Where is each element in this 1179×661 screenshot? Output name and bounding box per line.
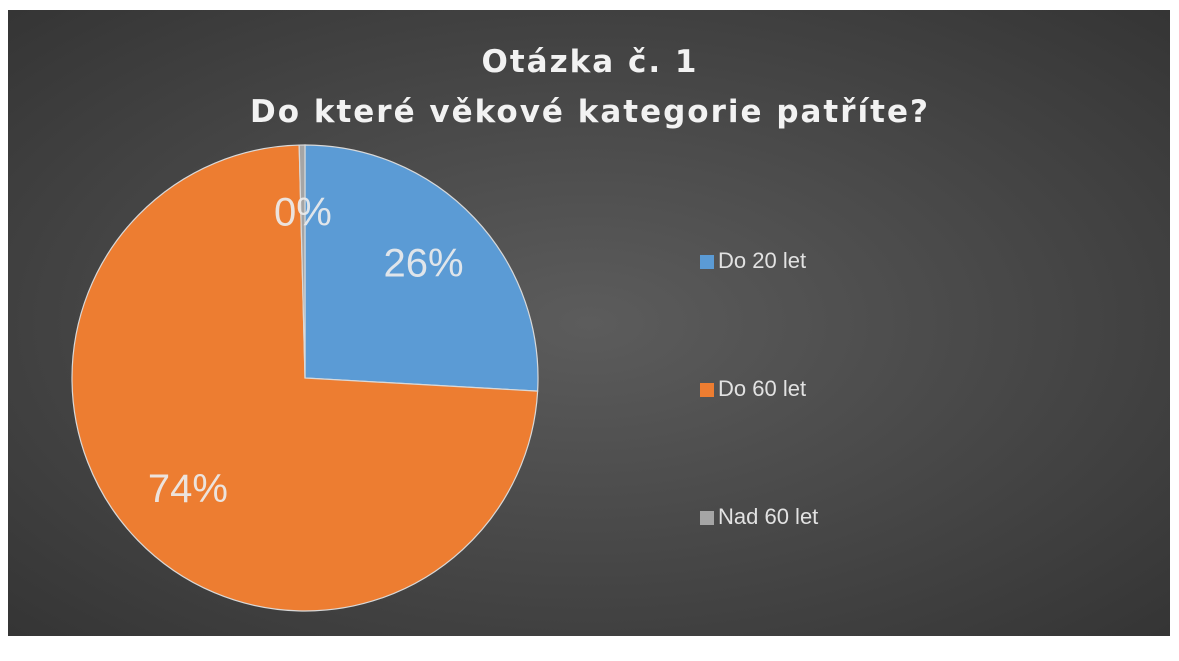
data-label: 74% (148, 467, 228, 511)
pie-slice (298, 144, 306, 379)
chart-title: Otázka č. 1 (482, 44, 699, 80)
chart-subtitle: Do které věkové kategorie patříte? (250, 94, 930, 130)
legend-swatch (700, 255, 714, 269)
pie-slice (304, 144, 539, 392)
legend-label: Nad 60 let (718, 504, 818, 529)
data-label: 0% (274, 190, 332, 234)
legend-label: Do 60 let (718, 376, 806, 401)
data-label: 26% (383, 242, 463, 286)
legend-label: Do 20 let (718, 248, 806, 273)
legend-swatch (700, 511, 714, 525)
pie-slice (71, 144, 539, 612)
legend-swatch (700, 383, 714, 397)
